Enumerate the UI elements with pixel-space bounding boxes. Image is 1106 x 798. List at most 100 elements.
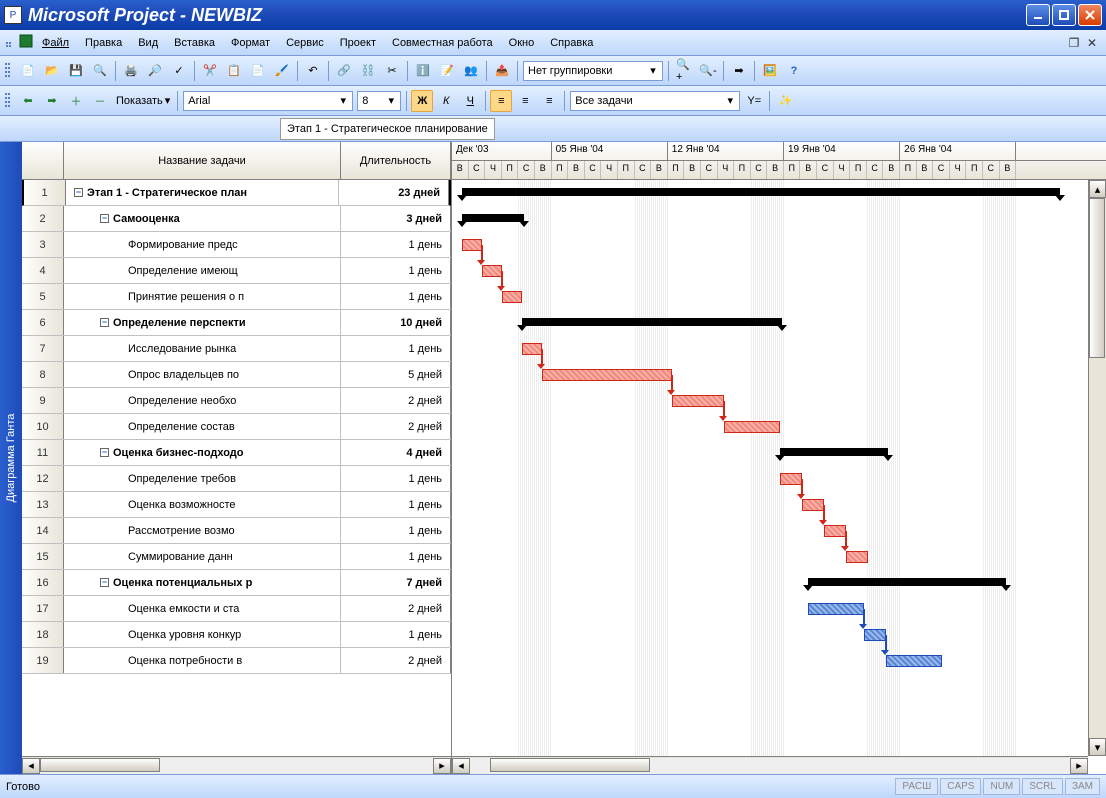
indent-button[interactable]: － <box>89 90 111 112</box>
task-bar[interactable] <box>802 499 824 511</box>
open-button[interactable]: 📂 <box>41 60 63 82</box>
task-name-cell[interactable]: Оценка потребности в <box>64 648 341 673</box>
duration-cell[interactable]: 1 день <box>341 622 451 647</box>
row-number[interactable]: 18 <box>22 622 64 647</box>
italic-button[interactable]: К <box>435 90 457 112</box>
duration-cell[interactable]: 1 день <box>341 544 451 569</box>
duration-cell[interactable]: 2 дней <box>341 388 451 413</box>
table-row[interactable]: 8Опрос владельцев по5 дней <box>22 362 451 388</box>
row-number[interactable]: 19 <box>22 648 64 673</box>
gantt-hscrollbar[interactable]: ◂ ▸ <box>452 756 1088 774</box>
minimize-button[interactable] <box>1026 4 1050 26</box>
outline-toggle-icon[interactable]: − <box>74 188 83 197</box>
task-bar[interactable] <box>482 265 502 277</box>
copy-button[interactable]: 📋 <box>223 60 245 82</box>
menu-view[interactable]: Вид <box>130 34 166 52</box>
task-bar[interactable] <box>462 239 482 251</box>
table-row[interactable]: 6−Определение перспекти10 дней <box>22 310 451 336</box>
task-name-cell[interactable]: Определение состав <box>64 414 341 439</box>
table-row[interactable]: 4Определение имеющ1 день <box>22 258 451 284</box>
row-number[interactable]: 5 <box>22 284 64 309</box>
outline-toggle-icon[interactable]: − <box>100 318 109 327</box>
scroll-track[interactable] <box>40 758 433 774</box>
duration-cell[interactable]: 5 дней <box>341 362 451 387</box>
task-bar[interactable] <box>522 343 542 355</box>
row-number[interactable]: 11 <box>22 440 64 465</box>
nav-back-button[interactable]: ⬅ <box>17 90 39 112</box>
table-row[interactable]: 14Рассмотрение возмо1 день <box>22 518 451 544</box>
scroll-track[interactable] <box>470 758 1070 774</box>
task-name-cell[interactable]: Оценка уровня конкур <box>64 622 341 647</box>
row-number[interactable]: 17 <box>22 596 64 621</box>
scroll-thumb[interactable] <box>1089 198 1105 358</box>
duration-cell[interactable]: 1 день <box>341 492 451 517</box>
paste-button[interactable]: 📄 <box>247 60 269 82</box>
dropdown-arrow-icon[interactable]: ▾ <box>336 94 350 107</box>
entry-bar[interactable]: Этап 1 - Стратегическое планирование <box>280 118 495 140</box>
task-bar[interactable] <box>672 395 724 407</box>
table-row[interactable]: 17Оценка емкости и ста2 дней <box>22 596 451 622</box>
task-bar[interactable] <box>724 421 780 433</box>
gantt-vscrollbar[interactable]: ▴ ▾ <box>1088 180 1106 756</box>
info-button[interactable]: ℹ️ <box>412 60 434 82</box>
zoom-out-button[interactable]: 🔍- <box>697 60 719 82</box>
scroll-left-icon[interactable]: ◂ <box>452 758 470 774</box>
row-number[interactable]: 9 <box>22 388 64 413</box>
duration-cell[interactable]: 1 день <box>341 518 451 543</box>
row-number[interactable]: 3 <box>22 232 64 257</box>
scroll-down-icon[interactable]: ▾ <box>1089 738 1106 756</box>
spelling-button[interactable]: ✓ <box>168 60 190 82</box>
maximize-button[interactable] <box>1052 4 1076 26</box>
task-bar[interactable] <box>780 473 802 485</box>
row-number[interactable]: 2 <box>22 206 64 231</box>
table-row[interactable]: 7Исследование рынка1 день <box>22 336 451 362</box>
view-bar[interactable]: Диаграмма Ганта <box>0 142 22 774</box>
row-number[interactable]: 1 <box>24 180 66 205</box>
outdent-button[interactable]: ＋ <box>65 90 87 112</box>
task-name-cell[interactable]: Определение имеющ <box>64 258 341 283</box>
menu-format[interactable]: Формат <box>223 34 278 52</box>
autofilter-button[interactable]: Y= <box>743 90 765 112</box>
duration-cell[interactable]: 7 дней <box>341 570 451 595</box>
menu-collab[interactable]: Совместная работа <box>384 34 501 52</box>
menu-project[interactable]: Проект <box>332 34 384 52</box>
task-bar[interactable] <box>864 629 886 641</box>
table-row[interactable]: 12Определение требов1 день <box>22 466 451 492</box>
summary-bar[interactable] <box>462 188 1060 196</box>
task-bar[interactable] <box>824 525 846 537</box>
cut-button[interactable]: ✂️ <box>199 60 221 82</box>
table-row[interactable]: 13Оценка возможносте1 день <box>22 492 451 518</box>
task-name-cell[interactable]: Определение необхо <box>64 388 341 413</box>
group-combo[interactable]: Нет группировки ▾ <box>523 61 663 81</box>
table-row[interactable]: 11−Оценка бизнес-подходо4 дней <box>22 440 451 466</box>
align-right-button[interactable]: ≡ <box>538 90 560 112</box>
table-row[interactable]: 16−Оценка потенциальных р7 дней <box>22 570 451 596</box>
indicator-column-header[interactable] <box>22 142 64 179</box>
save-button[interactable]: 💾 <box>65 60 87 82</box>
unlink-button[interactable]: ⛓️ <box>357 60 379 82</box>
duration-cell[interactable]: 2 дней <box>341 414 451 439</box>
show-button[interactable]: Показать ▾ <box>112 92 174 109</box>
task-name-cell[interactable]: −Самооценка <box>64 206 341 231</box>
row-number[interactable]: 4 <box>22 258 64 283</box>
outline-toggle-icon[interactable]: − <box>100 214 109 223</box>
search-button[interactable]: 🔍 <box>89 60 111 82</box>
link-button[interactable]: 🔗 <box>333 60 355 82</box>
menubar-gripper[interactable] <box>6 33 14 53</box>
duration-cell[interactable]: 1 день <box>341 284 451 309</box>
row-number[interactable]: 7 <box>22 336 64 361</box>
bold-button[interactable]: Ж <box>411 90 433 112</box>
duration-cell[interactable]: 1 день <box>341 336 451 361</box>
dropdown-arrow-icon[interactable]: ▾ <box>646 64 660 77</box>
timescale[interactable]: Дек '0305 Янв '0412 Янв '0419 Янв '0426 … <box>452 142 1106 180</box>
align-left-button[interactable]: ≡ <box>490 90 512 112</box>
summary-bar[interactable] <box>462 214 524 222</box>
task-name-cell[interactable]: Исследование рынка <box>64 336 341 361</box>
gantt-body[interactable] <box>452 180 1106 774</box>
task-name-cell[interactable]: Формирование предс <box>64 232 341 257</box>
task-name-cell[interactable]: Суммирование данн <box>64 544 341 569</box>
duration-cell[interactable]: 4 дней <box>341 440 451 465</box>
table-row[interactable]: 3Формирование предс1 день <box>22 232 451 258</box>
help-button[interactable]: ? <box>783 60 805 82</box>
fontsize-combo[interactable]: 8 ▾ <box>357 91 401 111</box>
